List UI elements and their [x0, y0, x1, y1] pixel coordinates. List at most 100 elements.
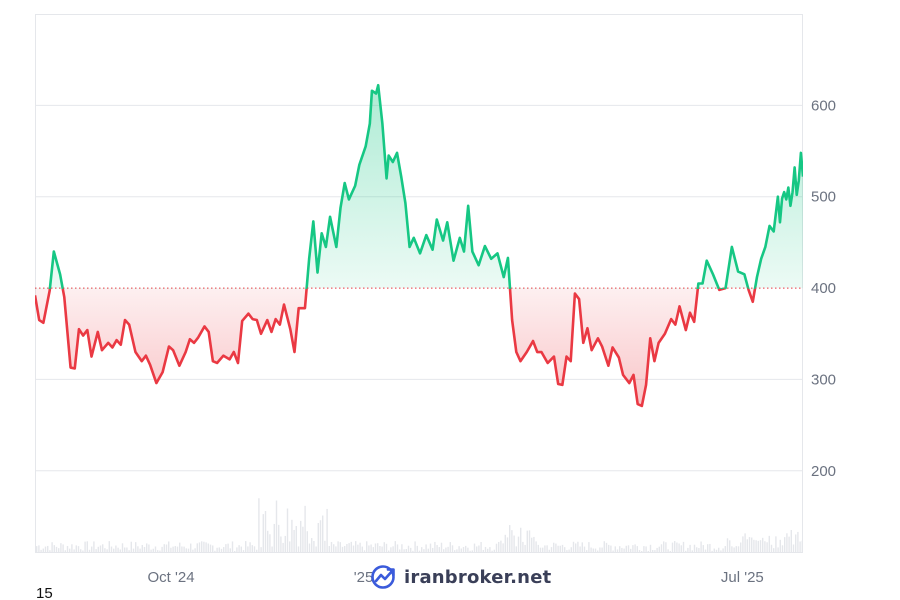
volume-bar: [641, 550, 643, 553]
volume-bar: [539, 547, 542, 553]
volume-bar: [216, 547, 218, 553]
volume-bar: [212, 545, 214, 553]
volume-bar: [777, 547, 779, 553]
volume-bar: [663, 541, 665, 553]
volume-bar: [702, 545, 704, 553]
volume-bar: [718, 547, 720, 553]
volume-bar: [427, 548, 429, 553]
volume-bar: [363, 550, 366, 553]
volume-bar: [392, 546, 394, 553]
volume-bar: [715, 549, 718, 553]
volume-bar: [238, 545, 240, 553]
volume-bar: [121, 543, 124, 553]
volume-bar: [159, 550, 161, 553]
volume-bar: [711, 550, 713, 553]
volume-bar: [572, 541, 575, 553]
volume-bar: [722, 548, 724, 553]
volume-bar: [324, 540, 326, 553]
volume-bar: [209, 544, 212, 553]
volume-bar: [605, 542, 608, 553]
volume-bar: [249, 542, 251, 553]
volume-bar: [614, 546, 616, 553]
volume-bar: [374, 543, 377, 553]
volume-bar: [504, 534, 506, 553]
volume-bar: [80, 549, 82, 553]
volume-bar: [154, 546, 157, 553]
y-tick-label: 200: [811, 463, 836, 480]
volume-bar: [271, 546, 273, 553]
volume-bar: [469, 550, 471, 553]
volume-bar: [454, 550, 456, 553]
volume-bar: [168, 541, 170, 553]
volume-bar: [64, 550, 66, 553]
volume-bar: [801, 540, 803, 553]
volume-bar: [223, 547, 225, 553]
volume-bar: [564, 547, 566, 553]
volume-bar: [506, 537, 509, 553]
volume-bar: [526, 530, 528, 553]
volume-bar: [161, 546, 163, 553]
volume-bar: [707, 544, 709, 553]
volume-bar: [709, 543, 711, 553]
volume-bar: [141, 544, 143, 553]
volume-bar: [753, 539, 755, 553]
volume-bar: [447, 546, 449, 553]
volume-bar: [696, 547, 698, 553]
volume-bar: [388, 550, 390, 553]
volume-bar: [432, 547, 434, 553]
volume-bar: [678, 543, 680, 553]
volume-bar: [132, 548, 135, 553]
volume-bar: [264, 511, 267, 553]
volume-bar: [781, 545, 784, 553]
y-tick-label: 500: [811, 189, 836, 206]
volume-bar: [117, 547, 119, 553]
volume-bar: [104, 548, 106, 553]
volume-bar: [590, 547, 592, 553]
volume-bar: [49, 550, 51, 553]
volume-bar: [795, 534, 797, 553]
volume-bar: [416, 545, 418, 553]
volume-bar: [302, 526, 304, 553]
volume-bar: [372, 547, 374, 553]
volume-bar: [355, 541, 357, 553]
volume-bar: [478, 545, 480, 553]
volume-bar: [69, 548, 71, 553]
volume-bar: [487, 548, 489, 553]
volume-bar: [535, 541, 537, 553]
volume-bar: [139, 548, 141, 553]
volume-bar: [348, 543, 350, 553]
volume-bar: [240, 546, 242, 553]
volume-bar: [436, 545, 438, 553]
volume-bar: [379, 545, 381, 553]
volume-bar: [555, 543, 557, 553]
volume-bar: [172, 546, 174, 553]
volume-bar: [337, 541, 339, 553]
volume-bar: [630, 548, 632, 553]
price-area: [35, 85, 803, 406]
volume-bar: [280, 536, 282, 553]
volume-bar: [333, 544, 335, 553]
volume-bar: [242, 550, 245, 553]
volume-bar: [671, 542, 674, 553]
volume-bar: [322, 515, 324, 553]
volume-bar: [588, 542, 590, 553]
volume-bar: [493, 549, 495, 553]
volume-bar: [267, 530, 269, 553]
volume-bar: [522, 541, 524, 553]
volume-bar: [751, 537, 753, 553]
y-tick-label: 400: [811, 280, 836, 297]
volume-bar: [143, 546, 146, 553]
volume-bar: [537, 544, 539, 553]
page-number: 15: [36, 585, 53, 600]
volume-bar: [108, 541, 110, 553]
volume-bar: [289, 541, 291, 553]
volume-bar: [405, 548, 407, 553]
volume-bar: [231, 541, 234, 553]
volume-bar: [550, 547, 553, 553]
volume-bar: [674, 541, 676, 553]
volume-bar: [165, 544, 168, 553]
volume-bar: [500, 540, 502, 553]
volume-bar: [383, 542, 385, 553]
volume-bar: [311, 538, 313, 553]
